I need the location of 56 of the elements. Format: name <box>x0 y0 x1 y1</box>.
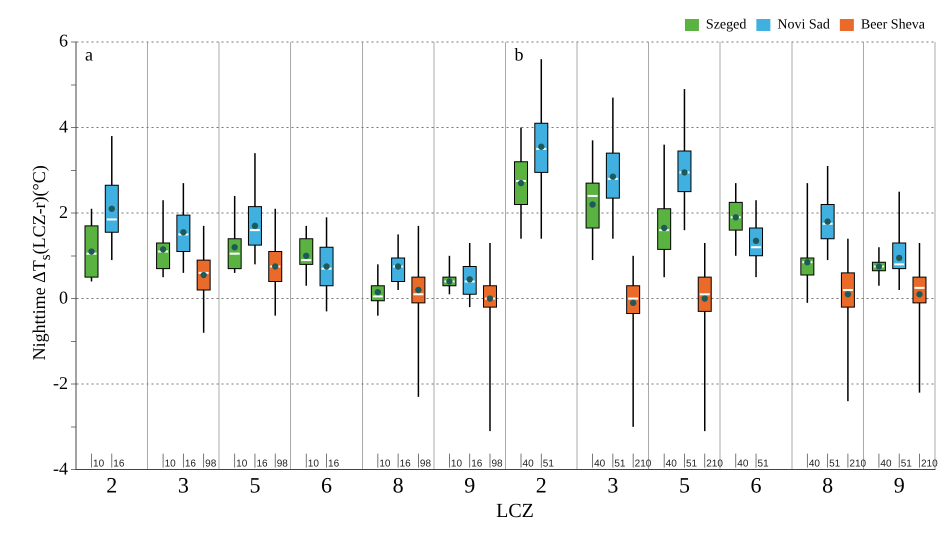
x-tick-label: 8 <box>392 472 404 498</box>
text: 16 <box>471 458 482 470</box>
text: 98 <box>276 458 288 470</box>
text: 40 <box>880 458 892 470</box>
y-tick-label: 2 <box>58 202 68 222</box>
annotation: b <box>514 44 524 65</box>
y-tick-label: -2 <box>52 372 68 393</box>
x-tick-label: 2 <box>536 472 547 498</box>
x-tick-label: 9 <box>464 472 476 498</box>
x-tick-label: 6 <box>750 472 762 498</box>
text: 10 <box>164 458 176 470</box>
text: 40 <box>808 458 820 470</box>
text: 10 <box>236 458 248 470</box>
text: 98 <box>491 458 503 470</box>
text: 210 <box>634 458 652 470</box>
text: 10 <box>379 458 390 470</box>
text: 51 <box>686 458 698 470</box>
annotation: a <box>84 44 93 65</box>
text: 98 <box>205 458 216 470</box>
x-tick-label: 6 <box>321 472 332 498</box>
text: 16 <box>400 458 411 470</box>
legend-label: Beer Sheva <box>860 18 926 33</box>
text: 40 <box>594 458 606 470</box>
text: 16 <box>328 458 340 470</box>
text: 10 <box>93 458 104 470</box>
text: 210 <box>849 458 866 470</box>
x-tick-label: 8 <box>822 472 834 498</box>
y-tick-label: 6 <box>58 30 68 51</box>
x-tick-label: 2 <box>106 472 118 498</box>
text: 40 <box>522 458 534 470</box>
text: 210 <box>920 458 938 470</box>
text: 16 <box>256 458 268 470</box>
text: 210 <box>706 458 723 470</box>
y-tick-label: 0 <box>58 287 68 308</box>
legend-label: Szeged <box>706 18 746 33</box>
text: 10 <box>308 458 319 470</box>
text: 51 <box>900 458 912 470</box>
text: 51 <box>614 458 626 470</box>
y-tick-label: -4 <box>52 458 68 478</box>
text: 40 <box>666 458 677 470</box>
text: 10 <box>450 458 462 470</box>
text: 98 <box>420 458 432 470</box>
legend-label: Novi Sad <box>777 18 830 33</box>
text: 51 <box>542 458 554 470</box>
text: 40 <box>737 458 748 470</box>
text: 51 <box>829 458 840 470</box>
y-tick-label: 4 <box>58 116 68 136</box>
x-tick-label: 5 <box>678 472 690 498</box>
x-tick-label: 9 <box>894 472 905 498</box>
text: 51 <box>758 458 769 470</box>
text: 16 <box>113 458 124 470</box>
x-tick-label: 3 <box>607 472 618 498</box>
x-axis-title: LCZ <box>495 500 535 523</box>
text: 16 <box>184 458 196 470</box>
x-tick-label: 5 <box>249 472 260 498</box>
x-tick-label: 3 <box>178 472 189 498</box>
